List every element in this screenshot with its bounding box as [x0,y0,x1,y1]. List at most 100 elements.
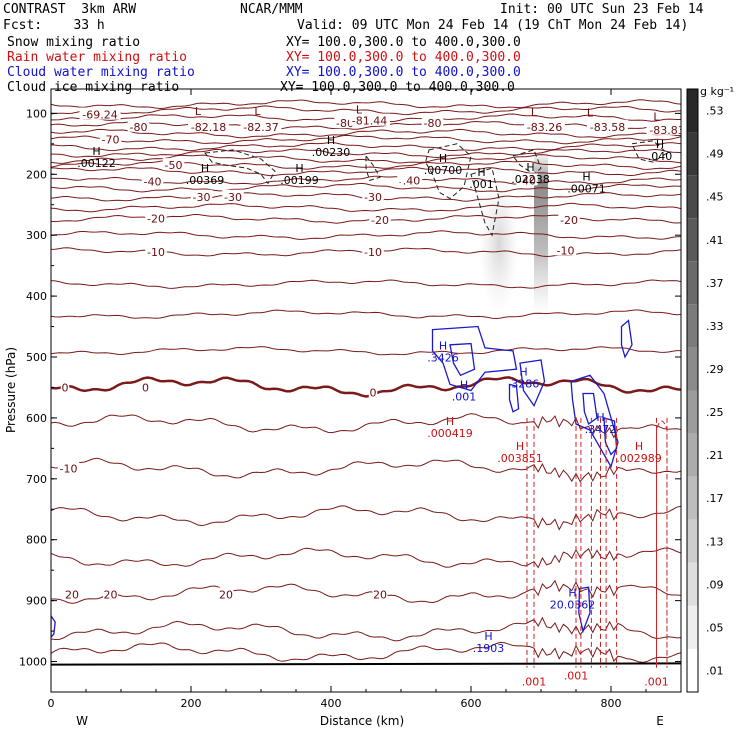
y-tick-label-7: 800 [26,534,47,547]
extrema-marker-23: H [635,440,643,453]
y-tick-label-8: 900 [26,595,47,608]
y-tick-label-2: 300 [26,229,47,242]
colorbar-swatch-8 [687,433,698,477]
extrema-value-25: .001 [564,670,589,683]
field-snow-xy: XY= 100.0,300.0 to 400.0,300.0 [286,35,521,50]
x-tick-label-4: 800 [601,697,622,710]
temperature-label-bg-32 [372,587,388,600]
field-rain-xy: XY= 100.0,300.0 to 400.0,300.0 [286,50,521,65]
snow-shading-0 [479,174,519,315]
plot-area: -69.24-80 -82.18 -82.37 -80-81.44 -80 -83.26-… [51,99,684,689]
extrema-value-8: .00369 [186,174,225,187]
temperature-label-10: -70 [102,134,120,147]
temperature-label-15: -40 [518,174,536,187]
extrema-value-18: .3472 [585,423,617,436]
cloud-water-contour-0 [431,325,518,392]
temperature-label-30: 20 [104,589,118,602]
extrema-marker-18: H [596,411,604,424]
temperature-label-bg-26 [141,380,150,393]
temperature-label-3: -82.37 [243,121,278,134]
temperature-label-bg-28 [57,461,80,474]
isotherm-line-19 [51,309,681,320]
extrema-marker-6: H [92,145,100,158]
extrema-value-19: 20.0362 [550,598,596,611]
y-tick-label-3: 400 [26,290,47,303]
cloud-water-contour-7 [620,319,633,359]
colorbar-label-12: .05 [706,621,724,634]
extrema-value-24: .001 [522,676,547,689]
temperature-label-2: -82.18 [191,121,226,134]
y-tick-label-1: 200 [26,168,47,181]
temperature-label-16: -30 [193,191,211,204]
temperature-label-bg-20 [369,212,391,225]
field-cloud-ice-name: Cloud ice mixing ratio [7,80,180,95]
cloud-ice-contour-3 [470,167,500,237]
temperature-label-21: -20 [560,214,578,227]
y-tick-label-0: 100 [26,107,47,120]
model-title: CONTRAST 3km ARW [3,2,137,17]
cloud-ice-contour-5 [631,140,668,163]
temperature-label-17: -30 [224,191,242,204]
isotherm-line-12 [51,182,681,193]
temperature-label-bg-12 [141,174,164,187]
colorbar-frame [686,88,699,693]
center-label: NCAR/MMM [240,2,303,17]
temperature-label-31: 20 [219,589,233,602]
colorbar-swatch-3 [687,218,698,262]
extrema-value-20: .1903 [473,642,505,655]
cloud-water-contour-5 [582,392,598,426]
temperature-label-18: -30 [364,191,382,204]
rain-water-contour-arch [656,420,668,668]
temperature-label-bg-15 [516,173,538,186]
isotherm-line-6 [51,141,681,152]
isotherm-line-0 [51,99,681,110]
temperature-label-9: -83.83 [649,124,684,137]
y-tick-label-6: 700 [26,473,47,486]
extrema-marker-9: H [295,162,303,175]
isotherm-line-18 [51,279,681,289]
isotherm-line-21 [51,376,681,398]
temperature-label-bg-22 [145,245,167,258]
temperature-label-bg-7 [524,119,565,132]
x-end-right-label: E [656,714,664,728]
temperature-label-bg-27 [368,385,378,398]
colorbar-swatch-2 [687,175,698,219]
isotherm-line-23 [51,457,681,483]
colorbar-label-11: .09 [706,578,724,591]
extrema-value-6: .00122 [77,157,116,170]
temperature-label-bg-11 [162,158,185,171]
temperature-label-32: 20 [373,589,387,602]
temperature-label-27: 0 [370,386,377,399]
temperature-label-12: -40 [144,176,162,189]
temperature-label-bg-2 [188,119,229,132]
colorbar-swatch-12 [687,605,698,649]
temperature-label-bg-21 [558,212,580,225]
temperature-label-bg-19 [145,211,167,224]
isotherm-line-20 [51,346,681,356]
extrema-value-7: .00230 [312,146,351,159]
temperature-label-19: -20 [147,213,165,226]
extrema-marker-14: H [656,138,664,151]
extrema-marker-0: L [195,105,202,118]
colorbar-label-8: .21 [706,449,724,462]
y-tick-label-9: 1000 [19,656,47,669]
field-cloud-water-xy: XY= 100.0,300.0 to 400.0,300.0 [286,65,521,80]
init-time: Init: 00 UTC Sun 23 Feb 14 [500,2,704,17]
temperature-label-1: -80 [130,121,148,134]
temperature-label-bg-16 [190,189,213,202]
colorbar-swatch-10 [687,519,698,563]
x-axis-label: Distance (km) [320,714,404,728]
temperature-label-5: -81.44 [352,115,387,128]
colorbar-swatch-6 [687,347,698,391]
extrema-value-11: .001 [469,178,494,191]
extrema-value-26: .001 [644,676,669,689]
isotherm-line-16 [51,230,681,240]
x-end-left-label: W [76,714,88,728]
extrema-marker-10: H [439,152,447,165]
temperature-label-bg-23 [362,245,384,258]
field-rain-name: Rain water mixing ratio [7,50,188,65]
cloud-water-contour-8 [578,586,591,634]
extrema-marker-22: H [516,440,524,453]
temperature-label-24: -10 [557,244,575,257]
